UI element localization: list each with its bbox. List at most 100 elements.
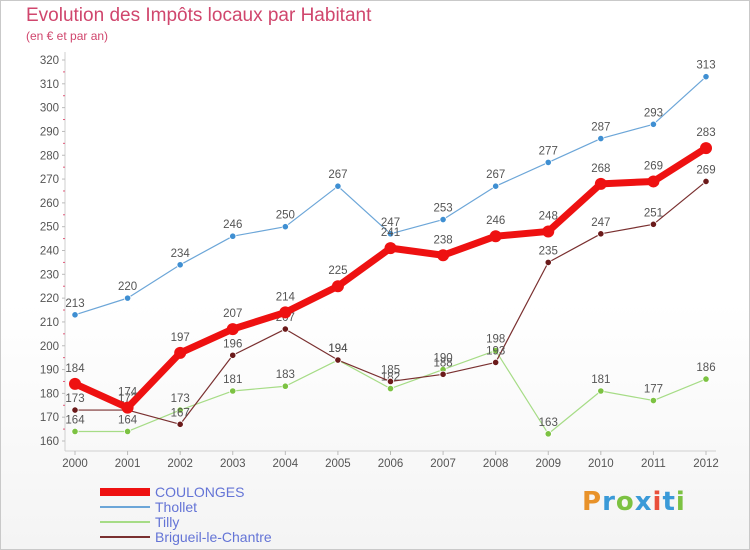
data-label: 238 — [433, 234, 452, 246]
data-point — [594, 177, 607, 190]
y-tick-label: 210 — [40, 317, 59, 329]
data-point — [437, 249, 450, 262]
data-point — [331, 280, 344, 293]
data-point — [334, 182, 342, 190]
y-tick-label: 270 — [40, 174, 59, 186]
data-label: 267 — [328, 169, 347, 181]
chart-subtitle: (en € et par an) — [26, 29, 109, 43]
brand-letter: x — [634, 487, 653, 517]
data-point — [492, 346, 500, 355]
data-label: 220 — [118, 281, 137, 293]
series-brigueil-le-chantre: 173 173 167 196 207 194 185 188 193 235 247 251 269 — [65, 164, 716, 428]
data-label: 188 — [433, 357, 452, 369]
chart-title: Evolution des Impôts locaux par Habitant — [26, 5, 372, 26]
data-label: 164 — [65, 414, 85, 426]
data-point — [384, 242, 397, 255]
data-point — [71, 427, 79, 436]
data-point — [386, 377, 395, 386]
brand-letter: P — [582, 487, 603, 517]
y-tick-label: 160 — [40, 436, 59, 448]
x-tick-label: 2000 — [62, 458, 88, 470]
legend-label: Thollet — [155, 499, 198, 515]
data-point — [647, 175, 660, 188]
legend-item: Brigueil-le-Chantre — [100, 529, 360, 545]
data-point — [229, 387, 237, 395]
x-tick-label: 2006 — [378, 458, 404, 470]
data-label: 207 — [223, 308, 242, 320]
y-tick-label: 180 — [40, 388, 59, 400]
data-point — [597, 134, 605, 143]
legend-label: COULONGES — [155, 484, 245, 500]
data-label: 173 — [65, 393, 84, 405]
data-label: 293 — [644, 107, 663, 119]
data-point — [334, 356, 342, 364]
data-point — [123, 427, 132, 436]
data-label: 167 — [171, 407, 190, 419]
data-point — [597, 387, 605, 395]
y-tick-label: 200 — [40, 341, 59, 353]
data-point — [544, 430, 552, 438]
data-label: 197 — [171, 332, 190, 344]
data-label: 183 — [276, 369, 295, 381]
data-point — [649, 220, 658, 228]
x-tick-label: 2005 — [325, 458, 351, 470]
brand-letter: r — [602, 487, 616, 517]
y-tick-label: 230 — [40, 269, 59, 281]
x-tick-label: 2007 — [430, 458, 456, 470]
brand-letter: o — [615, 487, 635, 517]
x-tick-label: 2004 — [273, 458, 299, 470]
data-point — [229, 232, 237, 240]
data-point — [597, 230, 605, 238]
data-label: 185 — [381, 364, 400, 376]
data-label: 181 — [591, 374, 610, 386]
legend-item: Tilly — [100, 514, 360, 530]
data-label: 194 — [328, 343, 348, 355]
y-tick-label: 310 — [40, 79, 59, 91]
x-tick-label: 2010 — [588, 458, 614, 470]
legend-item: Thollet — [100, 499, 360, 515]
data-label: 313 — [696, 60, 715, 72]
data-label: 248 — [539, 210, 558, 222]
y-tick-label: 240 — [40, 246, 59, 258]
x-tick-label: 2003 — [220, 458, 246, 470]
data-label: 225 — [328, 265, 347, 277]
data-label: 184 — [65, 363, 85, 375]
data-point — [176, 420, 184, 428]
data-point — [702, 177, 710, 186]
data-point — [71, 311, 79, 319]
data-label: 253 — [433, 203, 452, 215]
data-point — [226, 323, 239, 336]
data-point — [174, 346, 187, 359]
data-label: 177 — [644, 384, 663, 396]
data-label: 181 — [223, 374, 242, 386]
data-label: 234 — [171, 248, 191, 260]
data-point — [121, 401, 134, 414]
data-label: 247 — [381, 217, 400, 229]
data-label: 190 — [433, 353, 452, 365]
legend-swatch — [100, 506, 150, 508]
data-label: 214 — [276, 291, 296, 303]
data-label: 186 — [696, 362, 715, 374]
data-label: 173 — [171, 393, 190, 405]
data-point — [649, 396, 658, 405]
data-label: 174 — [118, 387, 138, 399]
y-tick-label: 300 — [40, 103, 59, 115]
x-tick-label: 2011 — [641, 458, 666, 470]
data-point — [439, 370, 447, 378]
data-label: 246 — [223, 219, 242, 231]
brand-letter: t — [662, 487, 676, 517]
y-tick-label: 280 — [40, 150, 59, 162]
data-point — [544, 258, 552, 267]
data-point — [229, 351, 237, 359]
data-label: 251 — [644, 207, 663, 219]
legend-label: Brigueil-le-Chantre — [155, 529, 272, 545]
data-label: 269 — [644, 160, 663, 172]
data-point — [176, 406, 184, 414]
data-point — [702, 73, 710, 81]
data-label: 235 — [539, 245, 558, 257]
legend-swatch — [100, 488, 150, 496]
series-thollet: 213 220 234 246 250 267 247 253 267 277 287 293 313 — [65, 60, 716, 319]
data-point — [492, 358, 500, 367]
